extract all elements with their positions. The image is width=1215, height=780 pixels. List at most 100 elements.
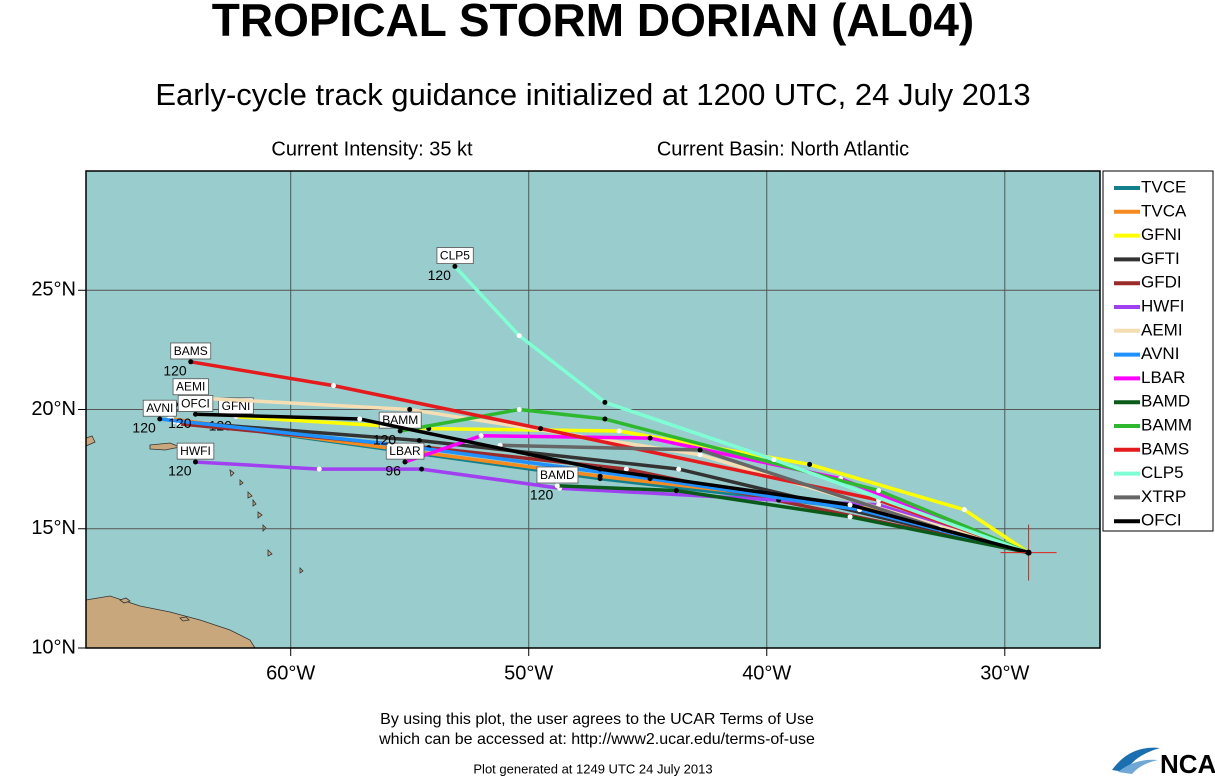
track-point	[357, 416, 363, 422]
hour-label: 120	[163, 363, 187, 379]
hour-label: 120	[168, 463, 192, 479]
track	[173, 419, 1030, 555]
track-point	[602, 399, 608, 405]
track-point	[419, 466, 425, 472]
track-point	[876, 488, 882, 494]
track-point	[771, 457, 777, 463]
land	[85, 435, 304, 649]
track-point	[597, 466, 603, 472]
legend-label: GFNI	[1141, 225, 1182, 244]
legend-label: BAMS	[1141, 439, 1189, 458]
generated: Plot generated at 1249 UTC 24 July 2013	[473, 761, 712, 776]
model-tag-text: AVNI	[146, 401, 173, 415]
terms-line-1: By using this plot, the user agrees to t…	[380, 711, 814, 728]
hour-label: 96	[385, 463, 401, 479]
hour-label: 120	[530, 487, 554, 503]
track-point	[192, 459, 198, 465]
hour-label: 120	[168, 415, 192, 431]
model-tag-text: HWFI	[180, 444, 211, 458]
legend	[1102, 170, 1214, 532]
track-point	[673, 488, 679, 494]
hour-label: 120	[428, 267, 452, 283]
legend-label: BAMD	[1141, 392, 1190, 411]
model-tag-box	[177, 395, 214, 412]
track-point	[697, 452, 703, 458]
subtitle: Early-cycle track guidance initialized a…	[155, 77, 1030, 112]
legend-label: LBAR	[1141, 368, 1185, 387]
track-point	[538, 426, 544, 432]
track-point	[452, 263, 458, 269]
legend-label: AEMI	[1141, 320, 1183, 339]
legend-label: XTRP	[1141, 487, 1186, 506]
model-tag-text: LBAR	[389, 444, 421, 458]
model-tag-box	[436, 247, 474, 264]
lat-tick-label: 25°N	[31, 279, 76, 301]
track-point	[402, 459, 408, 465]
legend-label: TVCA	[1141, 201, 1187, 220]
model-tag: AVNI	[142, 399, 177, 417]
terms-line-2: which can be accessed at: http://www2.uc…	[378, 731, 815, 748]
logo-text: NCAR	[1160, 749, 1215, 779]
tracks: 120GFNI120HWFI120AEMI120AVNI96LBAR120BAM…	[132, 247, 1057, 581]
ncar-logo: NCAR	[1112, 747, 1215, 779]
lon-tick-label: 60°W	[266, 662, 315, 684]
model-tag-box	[142, 399, 177, 417]
model-tag-box	[170, 342, 212, 360]
model-tag-text: BAMS	[174, 344, 208, 358]
track-point	[407, 407, 413, 412]
model-tag: AEMI	[172, 378, 209, 396]
model-tag: CLP5	[436, 247, 474, 264]
track-point	[602, 416, 608, 422]
lat-tick-label: 10°N	[31, 636, 76, 658]
track-point	[316, 466, 322, 472]
frame	[85, 170, 1101, 649]
track-point	[397, 428, 403, 434]
legend-label: AVNI	[1141, 344, 1179, 363]
model-tag-box	[385, 442, 425, 460]
model-tag-box	[172, 378, 209, 396]
intensity: Current Intensity: 35 kt	[271, 138, 473, 160]
lon-tick-label: 30°W	[980, 662, 1029, 684]
track-point	[616, 428, 622, 434]
model-tag-text: OFCI	[181, 396, 210, 410]
track-point	[676, 466, 682, 472]
legend-label: BAMM	[1141, 415, 1192, 434]
basin: Current Basin: North Atlantic	[657, 138, 909, 160]
lon-tick-label: 50°W	[504, 662, 553, 684]
track-point	[847, 514, 853, 520]
track-point	[807, 461, 813, 467]
model-tag: LBAR	[385, 442, 425, 460]
track-point	[847, 502, 853, 508]
track-point	[478, 433, 484, 439]
storm-center	[1025, 549, 1032, 556]
track-point	[331, 383, 337, 389]
track-point	[516, 407, 522, 412]
model-tag-text: CLP5	[440, 249, 470, 263]
legend-label: CLP5	[1141, 463, 1184, 482]
track-point	[416, 438, 422, 444]
model-tag-text: GFNI	[222, 399, 251, 413]
model-tag-text: AEMI	[176, 380, 205, 394]
legend-entries: TVCE TVCA GFNI GFTI GFDI HWFI AEMI AVNI LBAR BAMD…	[1114, 177, 1192, 530]
track-point	[647, 435, 653, 441]
model-tag-box	[176, 442, 215, 460]
track-point	[516, 333, 522, 339]
track-point	[188, 359, 194, 365]
track-point	[157, 416, 163, 422]
legend-label: OFCI	[1141, 511, 1182, 530]
legend-label: TVCE	[1141, 177, 1186, 196]
track	[557, 484, 1029, 555]
lat-tick-label: 15°N	[31, 517, 76, 539]
legend-label: GFTI	[1141, 249, 1180, 268]
hour-label: 120	[373, 432, 397, 448]
track-point	[192, 411, 198, 417]
model-tag: HWFI	[176, 442, 215, 460]
track-point	[554, 483, 560, 489]
model-tag-text: BAMM	[382, 413, 418, 427]
model-tag: BAMS	[170, 342, 212, 360]
model-tag: BAMD	[536, 466, 579, 484]
track-point	[961, 507, 967, 513]
track-point	[597, 473, 603, 479]
lon-tick-label: 40°W	[742, 662, 791, 684]
